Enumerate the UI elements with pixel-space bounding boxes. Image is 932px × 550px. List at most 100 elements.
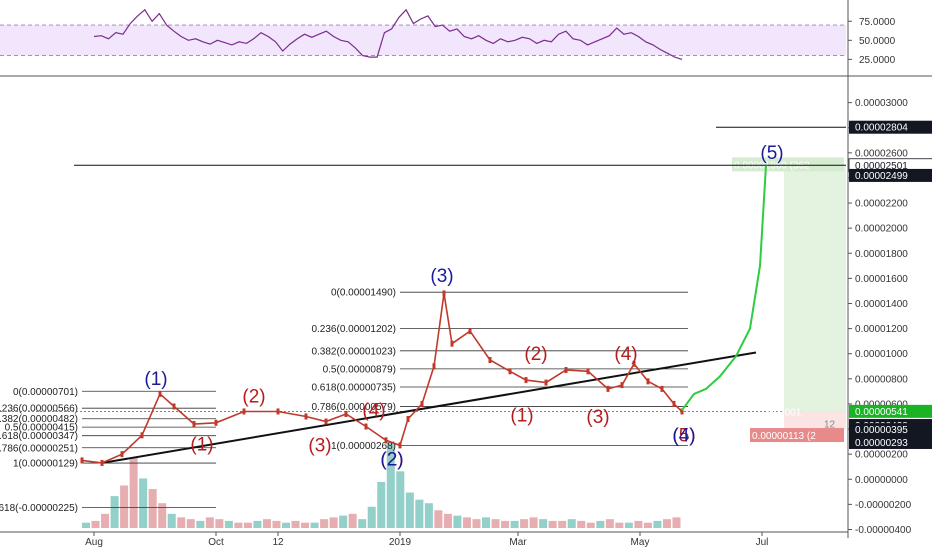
price-series xyxy=(80,165,767,466)
volume-bar xyxy=(643,522,652,528)
time-tick-label: May xyxy=(631,537,650,548)
candle xyxy=(524,377,528,384)
volume-bar xyxy=(386,443,395,528)
price-tag: 0.00002501 xyxy=(855,161,908,172)
volume-bar xyxy=(262,519,271,528)
candle xyxy=(564,367,568,374)
candle xyxy=(276,408,280,415)
wave-label: (2) xyxy=(380,449,403,470)
candle xyxy=(364,423,368,430)
fib-level-label: 0.786(0.00000251) xyxy=(0,443,78,454)
candle xyxy=(120,451,124,458)
volume-bar xyxy=(158,503,167,528)
price-tick-label: 0.00001400 xyxy=(855,299,908,310)
price-tag-bg xyxy=(849,168,932,182)
price-tag: 0.00000395 xyxy=(855,425,908,436)
drawings xyxy=(74,126,846,464)
entry-label: 0.0000001 xyxy=(754,407,802,418)
volume-bar xyxy=(339,515,348,528)
volume-bar xyxy=(234,522,243,528)
candle xyxy=(140,432,144,439)
position-box[interactable]: 0.00001960 (362 0.0000001 12 0.00000113 (2 xyxy=(732,157,846,443)
fibonacci-levels: 0(0.00000701)0.236(0.00000566)0.382(0.00… xyxy=(0,288,846,514)
fib-level-label: 0.382(0.00000482) xyxy=(0,414,78,425)
price-tag: 0.00000541 xyxy=(855,407,908,418)
volume-bar xyxy=(567,519,576,528)
volume-bar xyxy=(396,471,405,528)
volume-bar xyxy=(101,513,110,528)
candle xyxy=(680,408,684,415)
volume-bar xyxy=(139,478,148,528)
volume-bar xyxy=(82,522,91,528)
price-tag: 0.00002499 xyxy=(855,171,908,182)
price-tick-label: 0.00000000 xyxy=(855,475,908,486)
candle xyxy=(324,418,328,425)
candle xyxy=(450,340,454,347)
fib-level-label: 0.236(0.00001202) xyxy=(311,324,396,335)
candle xyxy=(620,382,624,389)
candle xyxy=(432,363,436,370)
volume-bar xyxy=(310,522,319,528)
volume-bar xyxy=(215,519,224,528)
rsi-band xyxy=(0,25,846,56)
rsi-tick-label: 25.0000 xyxy=(859,55,896,66)
volume-bar xyxy=(415,499,424,528)
candle xyxy=(304,413,308,420)
volume-bar xyxy=(472,519,481,528)
candle xyxy=(606,385,610,392)
time-tick-label: 2019 xyxy=(389,537,412,548)
rsi-line xyxy=(93,8,683,60)
price-tag-bg xyxy=(849,423,932,437)
trend-line xyxy=(101,351,757,464)
volume-bar xyxy=(615,522,624,528)
fib-level-label: 0.382(0.00001023) xyxy=(311,346,396,357)
price-tag-bg xyxy=(849,120,932,134)
fib-level-label: 0.618(0.00000735) xyxy=(311,382,396,393)
wave-label: (5) xyxy=(760,143,783,164)
wave-label: (4) xyxy=(672,426,695,447)
price-tick-label: 0.00000800 xyxy=(855,374,908,385)
candle xyxy=(468,328,472,335)
volume-bar xyxy=(320,519,329,528)
time-tick-label: Mar xyxy=(509,537,527,548)
volume-bar xyxy=(224,520,233,528)
fib-level-label: 0.5(0.00000415) xyxy=(5,423,78,434)
volume-bar xyxy=(510,520,519,528)
price-line xyxy=(81,293,683,464)
wave-label: (3) xyxy=(586,407,609,428)
candle xyxy=(544,379,548,386)
volume-bars xyxy=(82,443,681,528)
wave-label: (1) xyxy=(144,369,167,390)
volume-bar xyxy=(672,517,681,528)
entry-label-2: 12 xyxy=(824,419,836,430)
time-tick-label: Jul xyxy=(756,537,769,548)
rsi-tick-label: 75.0000 xyxy=(859,17,896,28)
volume-bar xyxy=(482,517,491,528)
volume-bar xyxy=(148,489,157,528)
volume-bar xyxy=(329,517,338,528)
time-tick-label: Oct xyxy=(208,537,224,548)
volume-bar xyxy=(520,519,529,528)
time-tick-label: Aug xyxy=(85,537,103,548)
price-tick-label: 0.00003000 xyxy=(855,98,908,109)
wave-labels: (1)(1)(2)(3)(4)(2)(2)(3)(2)(1)(4)(3)(5)(… xyxy=(144,143,783,470)
fib-level-label: 0.786(0.00000579) xyxy=(311,402,396,413)
candle xyxy=(660,385,664,392)
volume-bar xyxy=(577,520,586,528)
volume-bar xyxy=(377,481,386,528)
volume-bar xyxy=(110,496,119,528)
price-tag-bg xyxy=(849,404,932,418)
volume-bar xyxy=(634,520,643,528)
candle xyxy=(672,400,676,407)
stop-zone xyxy=(784,411,846,430)
price-tick-label: 0.00002200 xyxy=(855,199,908,210)
volume-bar xyxy=(605,519,614,528)
volume-bar xyxy=(301,522,310,528)
fib-level-label: 1(0.00000129) xyxy=(13,459,78,470)
volume-bar xyxy=(501,520,510,528)
wave-label: (3) xyxy=(308,436,331,457)
fib-level-label: 0(0.00001490) xyxy=(331,288,396,299)
volume-bar xyxy=(272,520,281,528)
